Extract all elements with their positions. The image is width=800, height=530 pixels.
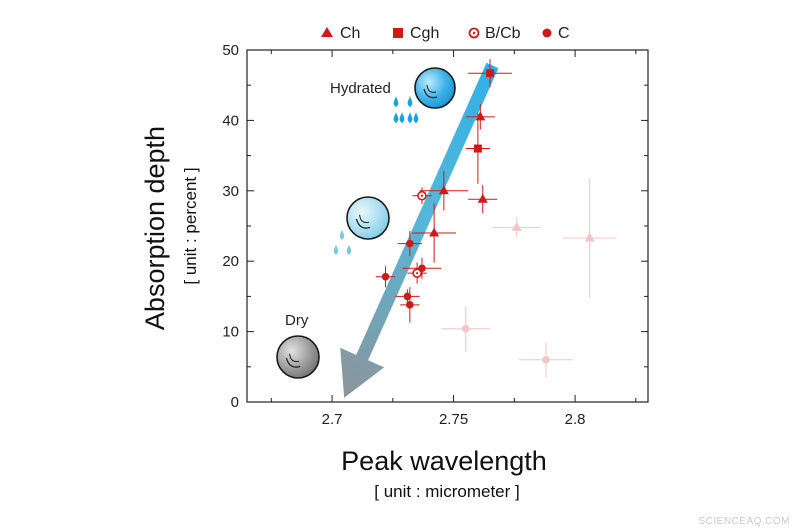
- data-point-c: [397, 230, 422, 257]
- legend-item-ch: Ch: [321, 25, 360, 42]
- trend-arrow: [340, 62, 499, 398]
- legend-item-c: C: [542, 25, 570, 42]
- circle-marker: [403, 292, 412, 301]
- data-point-ch: [562, 178, 617, 298]
- watermark: SCIENCEAQ.COM: [698, 516, 790, 527]
- annotations: Hydrated Dry: [276, 67, 456, 379]
- square-marker: [486, 69, 495, 78]
- y-tick-label: 20: [222, 253, 239, 270]
- trend-arrow-layer: [340, 62, 499, 398]
- particle-inner-curve: [423, 88, 438, 99]
- legend-square-marker: [393, 28, 403, 38]
- dry-particle-icon: [276, 335, 320, 379]
- triangle-marker: [429, 227, 440, 237]
- data-points: [375, 59, 617, 378]
- y-axis-unit: [ unit : percent ]: [181, 167, 200, 284]
- data-point-c: [441, 306, 491, 352]
- circle-marker: [542, 355, 550, 364]
- water-drop-icon: [346, 244, 352, 255]
- axes: 0 10 20 30 40 50 2.7 2.75 2.8: [222, 42, 648, 428]
- y-tick-label: 10: [222, 324, 239, 341]
- particle-body: [346, 196, 390, 240]
- dry-label: Dry: [285, 312, 309, 329]
- water-drop-icon: [333, 244, 339, 255]
- triangle-marker: [477, 193, 488, 203]
- data-point-b-cb: [412, 187, 432, 205]
- legend-open-circle-dot: [472, 31, 476, 35]
- water-drop-icon: [407, 96, 413, 108]
- data-point-ch: [468, 185, 498, 214]
- legend-label: B/Cb: [485, 25, 521, 42]
- data-point-cgh: [465, 113, 491, 184]
- particle-inner-curve: [359, 214, 370, 224]
- hydrated-label: Hydrated: [330, 80, 391, 97]
- open-circle-dot: [416, 272, 419, 275]
- data-point-c: [519, 342, 573, 378]
- x-axis-unit: [ unit : micrometer ]: [374, 482, 519, 501]
- particle-body: [414, 67, 456, 109]
- water-drop-icon: [339, 229, 345, 240]
- water-drop-icon: [393, 96, 399, 108]
- data-point-c: [400, 287, 420, 323]
- x-tick-label: 2.75: [439, 411, 468, 428]
- circle-marker: [406, 301, 414, 309]
- legend-item-bcb: B/Cb: [468, 25, 521, 42]
- legend-item-cgh: Cgh: [393, 25, 439, 42]
- y-tick-label: 0: [231, 394, 239, 411]
- legend-label: Cgh: [410, 25, 439, 42]
- y-tick-label: 40: [222, 112, 239, 129]
- data-point-ch: [492, 216, 542, 238]
- water-drop-icon: [399, 112, 405, 124]
- data-point-b-cb: [407, 262, 427, 284]
- open-circle-dot: [420, 194, 424, 197]
- particle-inner-curve: [355, 218, 371, 229]
- data-point-cgh: [468, 59, 512, 88]
- hydrated-particle-icon: [414, 67, 456, 109]
- water-drop-icon: [413, 112, 419, 124]
- data-point-c: [402, 257, 442, 279]
- water-drop-icon: [393, 112, 399, 124]
- y-axis-title: Absorption depth: [140, 126, 170, 330]
- triangle-marker: [438, 185, 449, 195]
- legend: Ch Cgh B/Cb C: [321, 25, 570, 42]
- legend-label: Ch: [340, 25, 360, 42]
- x-tick-label: 2.7: [322, 411, 343, 428]
- particle-body: [276, 335, 320, 379]
- data-point-c: [395, 289, 420, 304]
- triangle-marker: [511, 221, 522, 231]
- legend-open-circle-marker: [468, 27, 480, 39]
- particle-inner-curve: [289, 353, 300, 363]
- y-tick-label: 50: [222, 42, 239, 59]
- legend-circle-marker: [542, 28, 552, 38]
- x-tick-label: 2.8: [565, 411, 586, 428]
- legend-label: C: [558, 25, 570, 42]
- particle-inner-curve: [426, 84, 437, 93]
- data-point-c: [375, 266, 396, 288]
- circle-marker: [461, 324, 470, 333]
- triangle-marker: [584, 232, 595, 242]
- data-point-ch: [419, 171, 469, 211]
- x-axis-title: Peak wavelength: [341, 446, 547, 476]
- circle-marker: [406, 239, 414, 248]
- water-drop-icon: [407, 112, 413, 124]
- partially-hydrated-particle-icon: [346, 196, 390, 240]
- y-tick-label: 30: [222, 183, 239, 200]
- circle-marker: [381, 272, 390, 281]
- data-point-ch: [412, 203, 457, 263]
- square-marker: [473, 144, 482, 153]
- legend-triangle-marker: [321, 27, 333, 37]
- circle-marker: [418, 264, 426, 273]
- particle-inner-curve: [285, 357, 301, 368]
